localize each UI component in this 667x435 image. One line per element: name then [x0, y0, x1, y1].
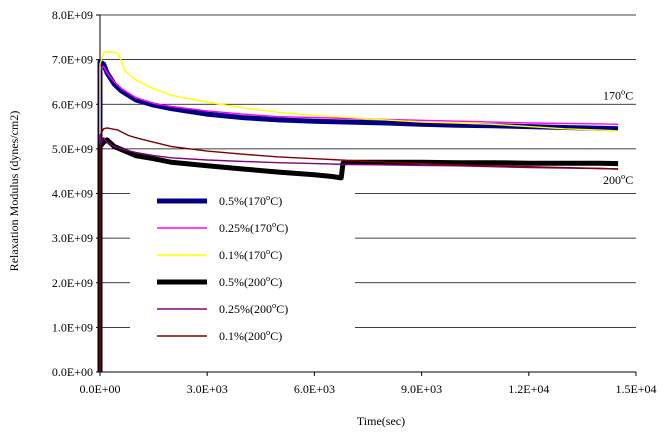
legend-label-0-text: 0.5%(170 — [219, 194, 266, 208]
legend-label-2: 0.1%(170oC) — [219, 247, 282, 262]
legend-label-4-degree: o — [272, 301, 276, 310]
legend-label-5-degree: o — [266, 328, 270, 337]
x-tick-label: 1.5E+04 — [615, 382, 656, 396]
series-line-1 — [99, 65, 619, 372]
y-tick-label: 5.0E+09 — [52, 142, 93, 156]
x-tick-label: 6.0E+03 — [294, 382, 335, 396]
annotation-label-0-degree: o — [621, 87, 625, 96]
x-axis-label: Time(sec) — [357, 414, 405, 428]
legend-label-4-text: 0.25%(200 — [219, 302, 272, 316]
annotation-label-1-degree: o — [621, 172, 625, 181]
y-tick-label: 1.0E+09 — [52, 320, 93, 334]
x-tick-label: 1.2E+04 — [508, 382, 549, 396]
legend-label-0: 0.5%(170oC) — [219, 193, 282, 208]
x-tick-label: 0.0E+00 — [79, 382, 120, 396]
x-tick-label: 9.0E+03 — [401, 382, 442, 396]
annotation-label-1-unit: C — [625, 173, 633, 187]
legend-label-5-unit: C) — [270, 329, 282, 343]
y-tick-label: 2.0E+09 — [52, 276, 93, 290]
legend-label-2-degree: o — [266, 247, 270, 256]
legend-label-2-text: 0.1%(170 — [219, 248, 266, 262]
legend-background — [130, 183, 355, 355]
y-axis-label: Relaxation Modulus (dynes/cm2) — [7, 111, 21, 272]
legend-label-3-text: 0.5%(200 — [219, 275, 266, 289]
annotation-label-0-text: 170 — [603, 88, 621, 102]
series-line-2 — [99, 50, 619, 372]
legend-label-4-unit: C) — [276, 302, 288, 316]
tick-labels: 0.0E+00 1.0E+09 2.0E+09 3.0E+09 4.0E+09 5.0E+… — [52, 8, 657, 396]
legend-label-3-unit: C) — [270, 275, 282, 289]
y-tick-label: 4.0E+09 — [52, 187, 93, 201]
series-lines — [97, 50, 619, 372]
y-tick-label: 6.0E+09 — [52, 97, 93, 111]
legend-label-1-unit: C) — [276, 221, 288, 235]
series-line-4 — [99, 137, 619, 372]
x-tick-label: 3.0E+03 — [187, 382, 228, 396]
annotation-label-1: 200oC — [603, 172, 633, 187]
y-tick-label: 0.0E+00 — [52, 365, 93, 379]
legend-label-1-text: 0.25%(170 — [219, 221, 272, 235]
legend-label-3: 0.5%(200oC) — [219, 274, 282, 289]
series-line-5 — [99, 127, 619, 372]
legend-label-4: 0.25%(200oC) — [219, 301, 288, 316]
legend-label-3-degree: o — [266, 274, 270, 283]
legend: 0.5%(170oC)0.25%(170oC)0.1%(170oC)0.5%(2… — [157, 193, 288, 343]
annotation-label-1-text: 200 — [603, 173, 621, 187]
legend-label-5: 0.1%(200oC) — [219, 328, 282, 343]
legend-label-1: 0.25%(170oC) — [219, 220, 288, 235]
y-tick-label: 3.0E+09 — [52, 231, 93, 245]
y-tick-label: 8.0E+09 — [52, 8, 93, 22]
y-tick-label: 7.0E+09 — [52, 53, 93, 67]
legend-label-0-degree: o — [266, 193, 270, 202]
legend-label-2-unit: C) — [270, 248, 282, 262]
legend-label-5-text: 0.1%(200 — [219, 329, 266, 343]
legend-label-1-degree: o — [272, 220, 276, 229]
annotation-label-0: 170oC — [603, 87, 633, 102]
legend-label-0-unit: C) — [270, 194, 282, 208]
annotation-label-0-unit: C — [625, 88, 633, 102]
